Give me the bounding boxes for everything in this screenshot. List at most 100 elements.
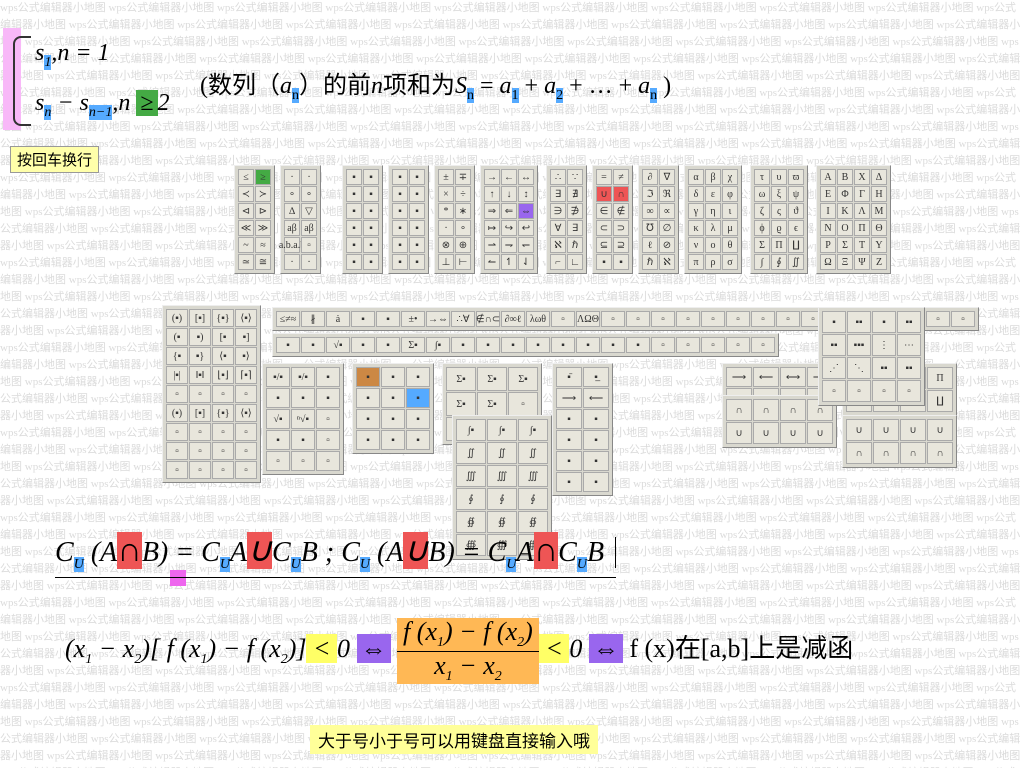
palette-cell[interactable]: {▪	[166, 347, 188, 365]
palette-cell[interactable]: τ	[754, 169, 770, 185]
palette-cell[interactable]: ∩	[846, 442, 872, 464]
palette-cell[interactable]: ▪	[381, 430, 405, 450]
palette-cell[interactable]: ϱ	[771, 220, 787, 236]
palette-cell[interactable]: Ν	[820, 220, 836, 236]
palette-cell[interactable]: [▪	[212, 328, 234, 346]
palette-cell[interactable]: ▪	[392, 254, 408, 270]
palette-cell[interactable]: ∪	[846, 419, 872, 441]
palette-cell[interactable]: ▪	[316, 388, 340, 408]
symbol-palette[interactable]: ∪∪∪∪∩∩∩∩	[842, 415, 957, 468]
palette-cell[interactable]: ▫	[551, 311, 575, 327]
palette-cell[interactable]: ∴	[550, 169, 566, 185]
palette-cell[interactable]: ▪	[476, 337, 500, 353]
palette-cell[interactable]: [▪]	[189, 309, 211, 327]
palette-cell[interactable]: ⊢	[455, 254, 471, 270]
palette-cell[interactable]: ▪	[409, 169, 425, 185]
palette-cell[interactable]: ▪	[451, 337, 475, 353]
palette-cell[interactable]: ·	[301, 169, 317, 185]
palette-cell[interactable]: ⊥	[438, 254, 454, 270]
palette-cell[interactable]: ∩	[780, 399, 806, 421]
symbol-palette[interactable]: ∂∇ℑℜ∞∝℧∅ℓ⊘ℏℵ	[638, 165, 679, 274]
palette-cell[interactable]: Η	[871, 186, 887, 202]
palette-cell[interactable]: (▪)	[166, 309, 188, 327]
palette-cell[interactable]: ℜ	[659, 186, 675, 202]
palette-cell[interactable]: Χ	[854, 169, 870, 185]
palette-cell[interactable]: ▪▪	[872, 357, 896, 379]
palette-cell[interactable]: Π	[927, 367, 953, 389]
palette-cell[interactable]: ▪	[291, 430, 315, 450]
palette-cell[interactable]: ⊂	[596, 220, 612, 236]
palette-cell[interactable]: ▪	[363, 220, 379, 236]
palette-cell[interactable]: ▪̲	[583, 367, 609, 387]
palette-cell[interactable]: ▫	[751, 337, 775, 353]
symbol-palette[interactable]: ▪▪▪▪▪▪▪▪▪▪▪⋮⋯⋰⋱▪▪▪▪▫▫▫▫	[818, 307, 925, 406]
palette-cell[interactable]: ℵ	[659, 254, 675, 270]
palette-cell[interactable]: ∩	[927, 442, 953, 464]
symbol-palette[interactable]: ∴∵∃∄∋∌∀∃ℵℏ⌐∟	[546, 165, 587, 274]
palette-cell[interactable]: ▪	[406, 430, 430, 450]
palette-cell[interactable]: ω	[754, 186, 770, 202]
palette-cell[interactable]: ‖▪‖	[189, 366, 211, 384]
palette-cell[interactable]: Υ	[871, 237, 887, 253]
palette-cell[interactable]: ▪	[346, 169, 362, 185]
palette-cell[interactable]: {▪}	[212, 404, 234, 422]
palette-cell[interactable]: ⊲	[238, 203, 254, 219]
palette-cell[interactable]: ▪	[276, 337, 300, 353]
palette-cell[interactable]: ▪	[556, 451, 582, 471]
palette-cell[interactable]: ▪	[376, 337, 400, 353]
palette-cell[interactable]: ▪	[583, 472, 609, 492]
palette-cell[interactable]: ∘	[301, 186, 317, 202]
palette-cell[interactable]: ▪	[583, 409, 609, 429]
palette-cell[interactable]: ▪	[526, 337, 550, 353]
palette-cell[interactable]: ▪	[363, 254, 379, 270]
palette-cell[interactable]: β	[705, 169, 721, 185]
palette-cell[interactable]: √▪	[266, 409, 290, 429]
palette-cell[interactable]: ±	[438, 169, 454, 185]
palette-cell[interactable]: Π	[771, 237, 787, 253]
palette-cell[interactable]: ▫	[189, 385, 211, 403]
palette-cell[interactable]: ▫	[897, 380, 921, 402]
palette-cell[interactable]: ▪}	[189, 347, 211, 365]
palette-cell[interactable]: ▫	[235, 385, 257, 403]
palette-cell[interactable]: aβ	[284, 220, 300, 236]
palette-cell[interactable]: ▪	[301, 337, 325, 353]
palette-cell[interactable]: ∩	[613, 186, 629, 202]
palette-cell[interactable]: κ	[688, 220, 704, 236]
palette-cell[interactable]: ⊃	[613, 220, 629, 236]
palette-cell[interactable]: ▪▪	[822, 334, 846, 356]
palette-cell[interactable]: σ	[722, 254, 738, 270]
palette-cell[interactable]: ▫	[189, 461, 211, 479]
symbol-palette[interactable]: →←↔↑↓↕⇒⇐⇔↦↪↩⇀⇁↽↼↿⇃	[480, 165, 538, 274]
palette-cell[interactable]: Τ	[854, 237, 870, 253]
palette-cell[interactable]: ⟷	[780, 367, 806, 387]
palette-cell[interactable]: ▪	[363, 203, 379, 219]
palette-cell[interactable]: ▪	[363, 169, 379, 185]
palette-cell[interactable]: (▪	[166, 328, 188, 346]
palette-cell[interactable]: ▪	[551, 337, 575, 353]
palette-cell[interactable]: ι	[722, 203, 738, 219]
palette-cell[interactable]: ▫	[212, 442, 234, 460]
palette-cell[interactable]: ·	[301, 254, 317, 270]
palette-cell[interactable]: Κ	[837, 203, 853, 219]
palette-cell[interactable]: ↪	[501, 220, 517, 236]
palette-cell[interactable]: ∩	[726, 399, 752, 421]
palette-cell[interactable]: Ω	[820, 254, 836, 270]
palette-cell[interactable]: √▪	[326, 337, 350, 353]
palette-cell[interactable]: ▪	[406, 409, 430, 429]
palette-cell[interactable]: ∩	[900, 442, 926, 464]
palette-cell[interactable]: →⇔	[426, 311, 450, 327]
palette-cell[interactable]: Φ	[837, 186, 853, 202]
palette-cell[interactable]: ∩	[753, 399, 779, 421]
palette-cell[interactable]: ↽	[518, 237, 534, 253]
palette-cell[interactable]: ↑	[484, 186, 500, 202]
palette-cell[interactable]: ▪⟩	[235, 347, 257, 365]
palette-cell[interactable]: ▫	[751, 311, 775, 327]
palette-cell[interactable]: ↼	[484, 254, 500, 270]
palette-cell[interactable]: Ζ	[871, 254, 887, 270]
palette-cell[interactable]: ≅	[255, 254, 271, 270]
palette-cell[interactable]: ▫	[676, 337, 700, 353]
palette-cell[interactable]: ∵	[567, 169, 583, 185]
palette-cell[interactable]: ▪	[381, 388, 405, 408]
palette-cell[interactable]: ▪	[822, 311, 846, 333]
palette-cell[interactable]: ▫	[726, 337, 750, 353]
